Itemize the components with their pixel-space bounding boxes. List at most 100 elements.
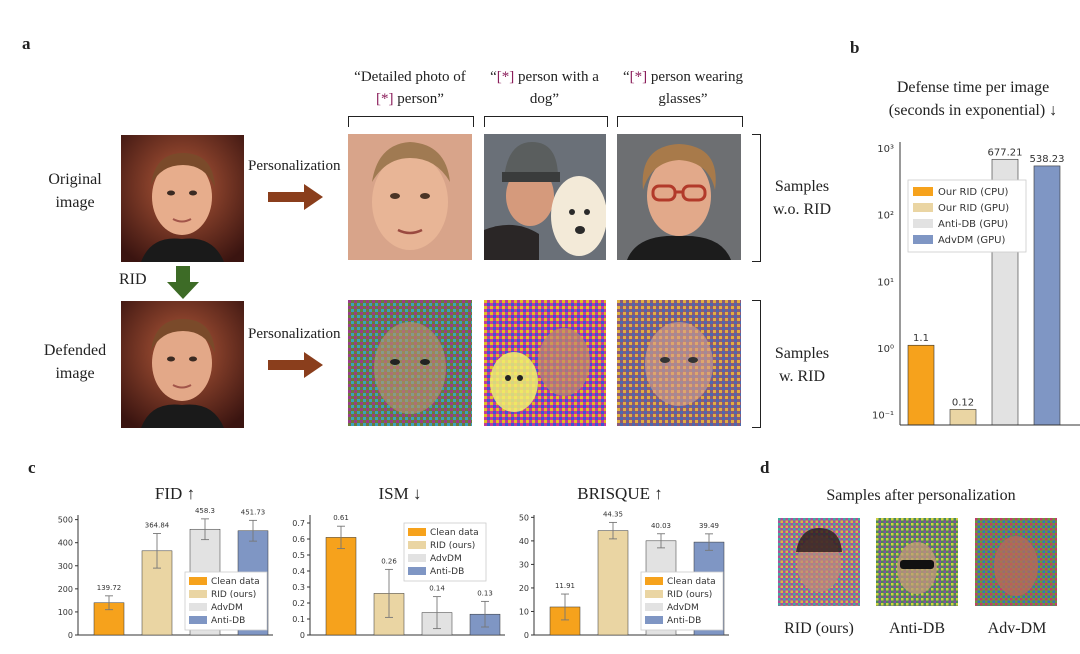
legend-label: RID (ours) [667, 590, 712, 600]
bar-value-label: 458.3 [195, 507, 215, 515]
bar-clean-data [325, 537, 357, 636]
bar-value-label: 0.13 [477, 589, 493, 597]
legend-swatch-advdm [645, 603, 663, 611]
legend-label: Clean data [211, 577, 260, 587]
samples-after-title: Samples after personalization [826, 487, 1016, 504]
prompt-2: “[*] person with a dog” [490, 69, 599, 107]
prompt-bracket-3 [617, 116, 743, 127]
fid-title: FID ↑ [154, 484, 196, 503]
sample-person-with-dog [484, 134, 606, 260]
y-tick-label: 0.3 [292, 583, 305, 592]
brisque-chart: 0 10 20 30 40 50 11.91 44.35 40.03 39.49 Clean dat… [519, 510, 729, 640]
sample-rid-detailed-photo [348, 300, 472, 426]
y-tick-label: 0 [524, 631, 529, 640]
bar-our-rid-gpu [949, 409, 977, 426]
defended-image-label: Defended image [43, 342, 107, 382]
bar-value-label: 1.1 [913, 333, 929, 344]
legend-label: Anti-DB [430, 567, 464, 577]
bar-value-label: 0.26 [381, 557, 397, 565]
sample-detailed-photo [348, 134, 472, 260]
bar-value-label: 364.84 [145, 521, 170, 529]
ism-title: ISM ↓ [378, 484, 422, 503]
personalization-arrow-bottom-icon [268, 352, 323, 378]
y-tick-label: 0.2 [292, 599, 305, 608]
y-tick-label: 10⁰ [877, 344, 894, 355]
bar-value-label: 677.21 [988, 147, 1023, 158]
sample-d-rid [778, 518, 860, 606]
legend-label: Anti-DB [667, 616, 701, 626]
prompt-bracket-1 [348, 116, 474, 127]
samples-bracket-top [752, 134, 761, 262]
legend-swatch-anti-db [645, 616, 663, 624]
sample-rid-person-glasses [617, 300, 741, 426]
legend-swatch-rid-ours [645, 590, 663, 598]
panel-label-a: a [22, 34, 31, 53]
label-adv-dm: Adv-DM [987, 620, 1047, 637]
defended-face-image [121, 301, 244, 428]
prompt-1: “Detailed photo of [*] person” [354, 69, 466, 107]
legend-label: Clean data [667, 577, 716, 587]
legend-swatch-clean-data [645, 577, 663, 585]
y-tick-label: 0.6 [292, 535, 305, 544]
legend-label: Our RID (CPU) [938, 187, 1009, 198]
legend-label: RID (ours) [430, 541, 475, 551]
y-tick-label: 100 [58, 608, 73, 617]
ism-chart: 0 0.1 0.2 0.3 0.4 0.5 0.6 0.7 0.61 0.26 0.14 0.13 Cl… [292, 514, 505, 640]
legend-swatch-anti-db [189, 616, 207, 624]
panel-label-b: b [850, 38, 860, 57]
legend-label: RID (ours) [211, 590, 256, 600]
legend-label: AdvDM (GPU) [938, 235, 1005, 246]
rid-label: RID [119, 271, 147, 288]
y-tick-label: 10 [519, 607, 529, 616]
original-image-label: Original image [48, 171, 102, 211]
original-face-image [121, 135, 244, 262]
sample-rid-person-with-dog [484, 300, 606, 426]
y-tick-label: 10¹ [877, 277, 894, 288]
samples-bracket-bottom [752, 300, 761, 428]
prompt-3: “[*] person wearing glasses” [623, 69, 743, 107]
bar-value-label: 11.91 [555, 582, 575, 590]
y-tick-label: 0.1 [292, 615, 305, 624]
personalization-arrow-top-icon [268, 184, 323, 210]
legend-swatch-clean-data [189, 577, 207, 585]
y-tick-label: 50 [519, 513, 529, 522]
legend-swatch-our-rid-gpu [913, 203, 933, 212]
bar-value-label: 451.73 [241, 508, 266, 516]
fid-chart: 0 100 200 300 400 500 139.72 364.84 458.3 451.73 C… [58, 507, 273, 640]
y-tick-label: 300 [58, 562, 73, 571]
y-tick-label: 0.4 [292, 567, 305, 576]
defense-time-chart: 10³ 10² 10¹ 10⁰ 10⁻¹ 1.1 0.12 677.21 538.23 Our R… [872, 142, 1080, 426]
legend-swatch-advdm-gpu [913, 235, 933, 244]
bar-value-label: 0.14 [429, 585, 445, 593]
legend-swatch-rid-ours [189, 590, 207, 598]
bar-value-label: 139.72 [97, 584, 122, 592]
bar-value-label: 44.35 [603, 510, 623, 518]
y-tick-label: 0 [68, 631, 73, 640]
personalization-label-top: Personalization [248, 158, 341, 174]
bar-value-label: 0.61 [333, 514, 349, 522]
brisque-title: BRISQUE ↑ [577, 484, 663, 503]
sample-person-glasses [617, 134, 741, 260]
legend-swatch-anti-db-gpu [913, 219, 933, 228]
legend-label: Our RID (GPU) [938, 203, 1009, 214]
personalization-label-bottom: Personalization [248, 326, 341, 342]
bar-value-label: 0.12 [952, 397, 974, 408]
label-anti-db: Anti-DB [889, 620, 945, 637]
legend-swatch-advdm [189, 603, 207, 611]
legend-label: AdvDM [211, 603, 243, 613]
label-rid-ours: RID (ours) [784, 620, 854, 637]
samples-wo-rid-label: Samples w.o. RID [772, 178, 832, 218]
y-tick-label: 0.7 [292, 519, 305, 528]
legend-swatch-clean-data [408, 528, 426, 536]
defense-time-title: Defense time per image (seconds in expon… [888, 79, 1058, 119]
y-tick-label: 10² [877, 211, 894, 222]
bar-value-label: 40.03 [651, 522, 671, 530]
legend-label: Anti-DB [211, 616, 245, 626]
legend-swatch-rid-ours [408, 541, 426, 549]
y-tick-label: 20 [519, 584, 529, 593]
legend-label: AdvDM [430, 554, 462, 564]
y-tick-label: 10⁻¹ [872, 411, 894, 422]
rid-down-arrow-icon [167, 266, 199, 299]
bar-value-label: 39.49 [699, 522, 719, 530]
bar-our-rid-cpu [907, 344, 935, 426]
